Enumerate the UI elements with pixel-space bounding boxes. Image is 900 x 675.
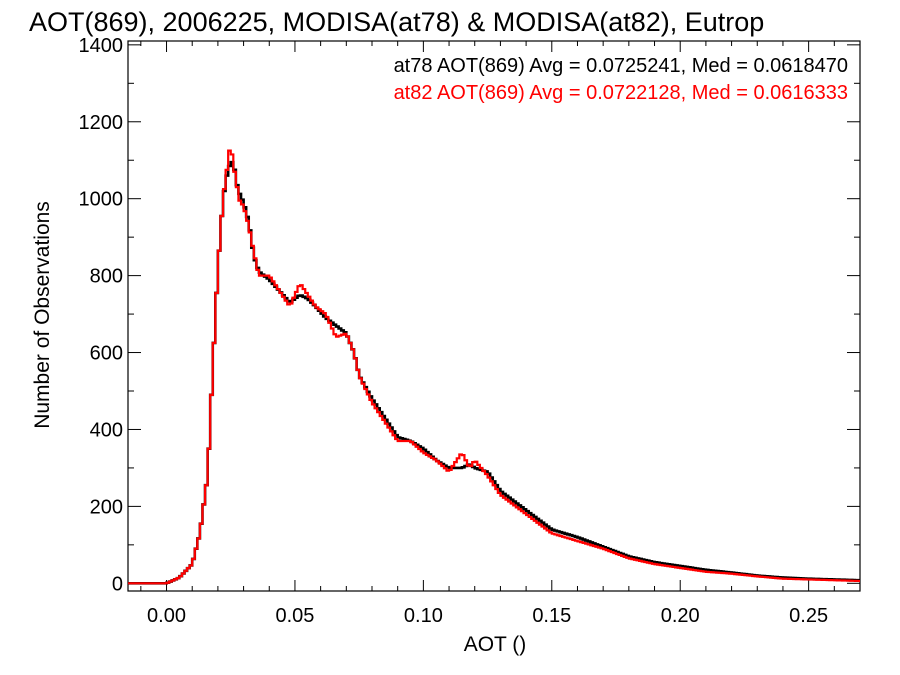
y-tick-label: 1400	[79, 35, 124, 57]
x-tick-label: 0.25	[789, 605, 828, 627]
series-line-at78	[128, 160, 860, 585]
y-axis-label: Number of Observations	[31, 201, 54, 429]
y-tick-label: 600	[90, 343, 123, 365]
y-tick-label: 1000	[79, 189, 124, 211]
y-tick-label: 400	[90, 419, 123, 441]
y-tick-label: 800	[90, 266, 123, 288]
legend-entry-at82: at82 AOT(869) Avg = 0.0722128, Med = 0.0…	[394, 82, 848, 104]
series-layer	[128, 149, 860, 585]
y-axis-ticks: 0 200 400 600 800 1000 1200 1400	[79, 35, 860, 595]
plot-frame	[127, 40, 861, 592]
series-line-at82	[128, 149, 860, 585]
x-axis-label: AOT ()	[464, 633, 527, 656]
x-tick-label: 0.15	[532, 605, 571, 627]
legend: at78 AOT(869) Avg = 0.0725241, Med = 0.0…	[394, 55, 848, 104]
legend-entry-at78: at78 AOT(869) Avg = 0.0725241, Med = 0.0…	[394, 55, 848, 77]
y-tick-label: 200	[90, 496, 123, 518]
y-tick-label: 0	[112, 573, 123, 595]
chart-title: AOT(869), 2006225, MODISA(at78) & MODISA…	[29, 7, 764, 37]
x-tick-label: 0.10	[404, 605, 443, 627]
y-tick-label: 1200	[79, 112, 124, 134]
x-tick-label: 0.00	[147, 605, 186, 627]
x-tick-label: 0.20	[661, 605, 700, 627]
x-axis-ticks: 0.00 0.05 0.10 0.15 0.20 0.25	[140, 41, 861, 627]
x-tick-label: 0.05	[275, 605, 314, 627]
